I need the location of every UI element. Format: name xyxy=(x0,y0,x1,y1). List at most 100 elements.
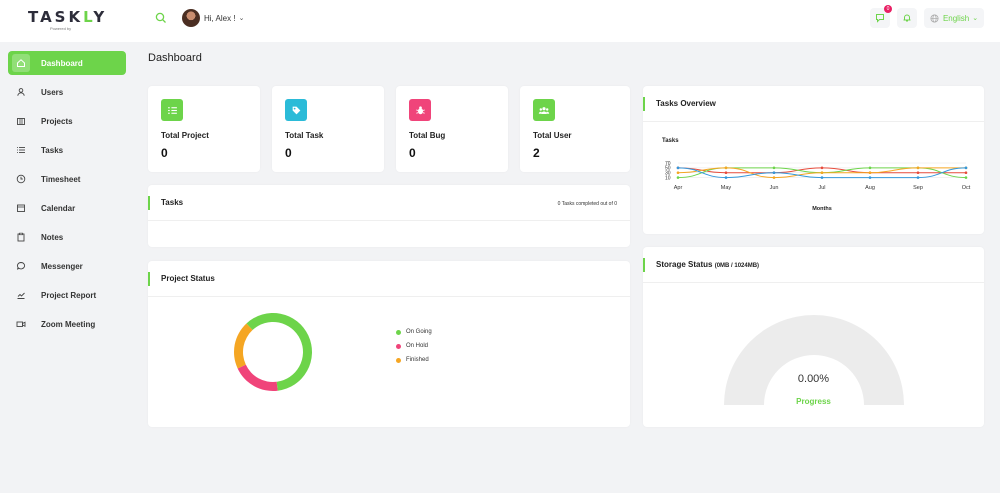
data-point[interactable] xyxy=(772,176,776,179)
gauge-track xyxy=(724,315,904,405)
sidebar-item-zoom-meeting[interactable]: Zoom Meeting xyxy=(8,312,126,336)
sidebar-item-dashboard[interactable]: Dashboard xyxy=(8,51,126,75)
section-accent-bar xyxy=(643,258,645,272)
data-point[interactable] xyxy=(868,171,872,175)
chevron-down-icon: ⌄ xyxy=(238,15,245,22)
project-status-title: Project Status xyxy=(161,274,215,283)
data-point[interactable] xyxy=(724,171,728,175)
data-point[interactable] xyxy=(772,171,776,175)
stat-label: Total User xyxy=(533,131,572,140)
search-icon[interactable] xyxy=(154,11,168,25)
list-icon xyxy=(12,141,30,159)
storage-gauge-label: Progress xyxy=(796,397,831,406)
storage-status-title-wrap: Storage Status (0MB / 1024MB) xyxy=(656,260,759,269)
project-status-header: Project Status xyxy=(148,261,630,297)
sidebar-item-calendar[interactable]: Calendar xyxy=(8,196,126,220)
data-point[interactable] xyxy=(964,166,968,170)
video-icon xyxy=(12,315,30,333)
data-point[interactable] xyxy=(916,171,920,175)
sidebar-item-label: Tasks xyxy=(41,145,64,155)
data-point[interactable] xyxy=(676,176,680,179)
sidebar-item-projects[interactable]: Projects xyxy=(8,109,126,133)
x-tick-label: Jul xyxy=(818,185,825,191)
donut-slice-on-hold[interactable] xyxy=(237,364,278,391)
user-greeting: Hi, Alex ! xyxy=(204,13,236,23)
data-point[interactable] xyxy=(772,166,776,170)
logo-text-part2: Y xyxy=(93,8,108,26)
building-icon xyxy=(12,112,30,130)
project-status-donut-chart xyxy=(234,313,312,391)
sidebar-item-tasks[interactable]: Tasks xyxy=(8,138,126,162)
legend-label: On Going xyxy=(406,329,432,335)
list-check-icon xyxy=(161,99,183,121)
sidebar: Dashboard Users Projects Tasks Timesheet… xyxy=(0,42,140,493)
sidebar-item-notes[interactable]: Notes xyxy=(8,225,126,249)
stat-value: 0 xyxy=(409,146,416,160)
messages-button[interactable]: 0 xyxy=(870,5,892,28)
bug-icon xyxy=(409,99,431,121)
home-icon xyxy=(12,54,30,72)
y-tick-label: 50 xyxy=(665,166,671,172)
logo-tagline: Powered by xyxy=(50,26,72,31)
storage-status-card: Storage Status (0MB / 1024MB) 0.00% Prog… xyxy=(643,247,984,427)
data-point[interactable] xyxy=(676,166,680,170)
sidebar-item-label: Timesheet xyxy=(41,174,81,184)
logo[interactable]: TASKLY Powered by xyxy=(28,8,108,31)
stat-card-total-project[interactable]: Total Project 0 xyxy=(148,86,260,172)
notifications-button[interactable] xyxy=(897,8,917,28)
stat-card-total-user[interactable]: Total User 2 xyxy=(520,86,630,172)
data-point[interactable] xyxy=(820,171,824,175)
section-accent-bar xyxy=(148,196,150,210)
logo-text-part1: TASK xyxy=(28,8,84,26)
user-menu[interactable]: Hi, Alex ! ⌄ xyxy=(182,9,244,27)
storage-status-subtitle: (0MB / 1024MB) xyxy=(714,263,760,269)
data-point[interactable] xyxy=(724,166,728,170)
x-tick-label: Sep xyxy=(913,185,923,191)
data-point[interactable] xyxy=(676,171,680,175)
stat-value: 0 xyxy=(161,146,168,160)
line-chart-title: Tasks xyxy=(662,138,679,144)
donut-slice-finished[interactable] xyxy=(234,323,253,369)
data-point[interactable] xyxy=(820,176,824,179)
data-point[interactable] xyxy=(964,176,968,179)
page-title: Dashboard xyxy=(148,52,202,64)
sidebar-item-messenger[interactable]: Messenger xyxy=(8,254,126,278)
legend-item-finished[interactable]: Finished xyxy=(396,357,432,363)
x-tick-label: Aug xyxy=(865,185,875,191)
legend-dot xyxy=(396,357,401,363)
sidebar-item-project-report[interactable]: Project Report xyxy=(8,283,126,307)
language-selector[interactable]: English ⌄ xyxy=(924,8,984,28)
users-icon xyxy=(533,99,555,121)
data-point[interactable] xyxy=(724,176,728,179)
data-point[interactable] xyxy=(916,176,920,179)
sidebar-item-label: Project Report xyxy=(41,290,97,300)
legend-item-on-going[interactable]: On Going xyxy=(396,329,432,335)
sidebar-item-timesheet[interactable]: Timesheet xyxy=(8,167,126,191)
data-point[interactable] xyxy=(868,176,872,179)
top-header: TASKLY Powered by Hi, Alex ! ⌄ 0 English… xyxy=(0,0,1000,42)
tasks-overview-title: Tasks Overview xyxy=(656,99,716,108)
sidebar-item-label: Projects xyxy=(41,116,73,126)
legend-dot xyxy=(396,329,401,335)
storage-status-header: Storage Status (0MB / 1024MB) xyxy=(643,247,984,283)
chat-bubble-icon xyxy=(12,257,30,275)
sidebar-item-label: Calendar xyxy=(41,203,76,213)
project-status-legend: On Going On Hold Finished xyxy=(396,329,432,371)
sidebar-item-label: Messenger xyxy=(41,261,83,271)
stat-card-total-task[interactable]: Total Task 0 xyxy=(272,86,384,172)
data-point[interactable] xyxy=(820,166,824,170)
x-tick-label: May xyxy=(721,185,732,191)
tasks-card-title: Tasks xyxy=(161,198,184,207)
chart-icon xyxy=(12,286,30,304)
donut-slice-on-going[interactable] xyxy=(246,313,312,391)
sidebar-item-users[interactable]: Users xyxy=(8,80,126,104)
storage-status-title: Storage Status xyxy=(656,260,713,269)
data-point[interactable] xyxy=(964,171,968,175)
data-point[interactable] xyxy=(868,166,872,170)
x-axis-label: Months xyxy=(812,206,832,212)
logo-text-accent: L xyxy=(83,8,94,26)
stat-card-total-bug[interactable]: Total Bug 0 xyxy=(396,86,508,172)
data-point[interactable] xyxy=(916,166,920,170)
legend-item-on-hold[interactable]: On Hold xyxy=(396,343,432,349)
language-label: English xyxy=(942,13,970,23)
